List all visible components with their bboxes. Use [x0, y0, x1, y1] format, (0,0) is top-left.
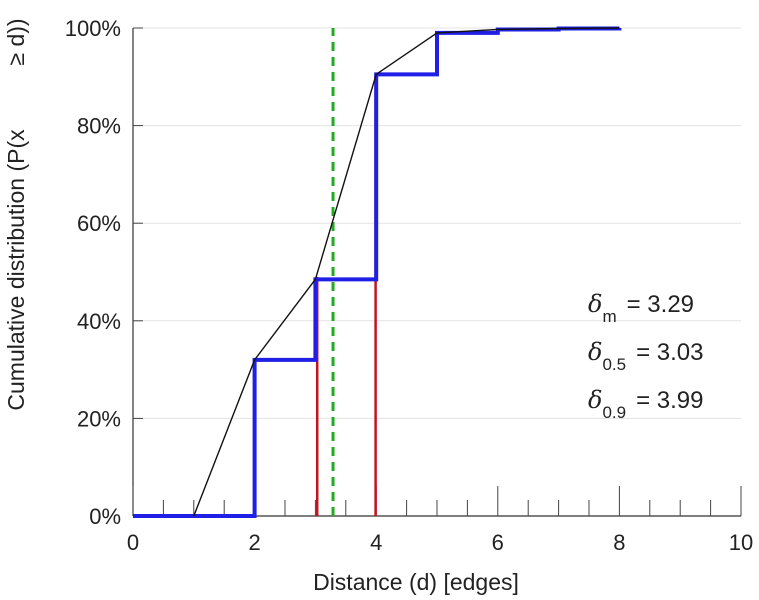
- statistic-annotation: δ0.5 = 3.03: [588, 338, 704, 374]
- y-tick-label: 0%: [89, 504, 121, 529]
- x-axis-label: Distance (d) [edges]: [313, 569, 519, 595]
- x-tick-label: 0: [127, 530, 139, 555]
- statistic-markers: [315, 28, 377, 516]
- linear-series-line: [193, 27, 620, 517]
- x-tick-label: 2: [248, 530, 260, 555]
- x-tick-label: 10: [729, 530, 753, 555]
- data-series: [133, 26, 622, 518]
- x-tick-label: 6: [492, 530, 504, 555]
- delta-symbol: δ: [588, 338, 602, 366]
- axis-ticks: 0 2 4 6 8 100%20%40%60%80%100%: [65, 16, 754, 555]
- y-tick-label: 80%: [77, 114, 121, 139]
- x-tick-label: 8: [613, 530, 625, 555]
- statistic-subscript: m: [602, 307, 616, 326]
- statistic-value: = 3.99: [636, 387, 703, 414]
- statistic-value: = 3.29: [627, 291, 694, 318]
- delta-symbol: δ: [588, 290, 602, 318]
- statistic-subscript: 0.5: [602, 355, 626, 374]
- statistic-value: = 3.03: [636, 339, 703, 366]
- x-tick-label: 4: [370, 530, 382, 555]
- y-tick-label: 100%: [65, 16, 121, 41]
- y-tick-label: 40%: [77, 309, 121, 334]
- statistic-subscript: 0.9: [602, 403, 626, 422]
- axes: [132, 28, 741, 517]
- y-axis-label-line2: ≥ d)): [3, 18, 29, 65]
- y-tick-label: 20%: [77, 406, 121, 431]
- y-axis-label-line1: Cumulative distribution (P(x: [3, 129, 29, 411]
- statistic-annotation: δ0.9 = 3.99: [588, 386, 704, 422]
- statistic-annotation: δm = 3.29: [588, 290, 694, 326]
- grid-lines: [133, 27, 741, 419]
- delta-symbol: δ: [588, 386, 602, 414]
- y-tick-label: 60%: [77, 211, 121, 236]
